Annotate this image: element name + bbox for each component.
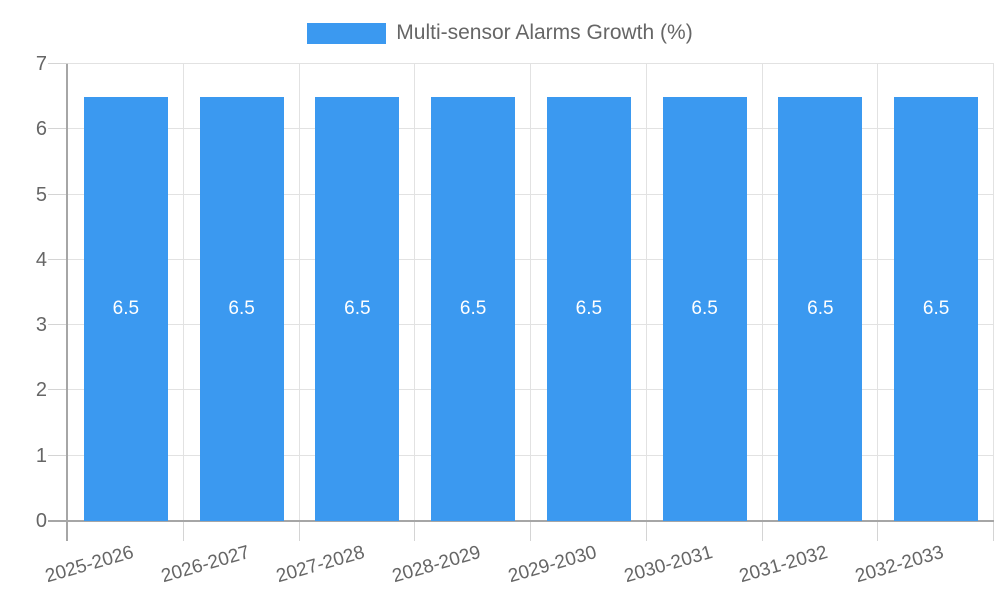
v-gridline xyxy=(877,64,878,521)
h-gridline xyxy=(68,63,994,64)
bar[interactable]: 6.5 xyxy=(83,96,168,521)
x-axis-tick xyxy=(530,521,531,541)
y-axis-tick-label: 1 xyxy=(35,445,47,467)
v-gridline xyxy=(183,64,184,521)
plot-area: 0 1 2 3 4 5 6 7 6.5 6.5 6.5 6.5 6.5 6.5 6.5 6.5 2025-202… xyxy=(35,53,994,587)
x-axis-line xyxy=(48,520,994,522)
bar-value-label: 6.5 xyxy=(228,297,255,319)
h-gridline xyxy=(68,259,994,260)
y-axis-tick xyxy=(48,63,68,64)
y-axis-tick xyxy=(48,128,68,129)
bar-value-label: 6.5 xyxy=(112,297,140,319)
y-axis-tick xyxy=(48,389,68,390)
bar-chart: Multi-sensor Alarms Growth (%) 0 1 2 3 4 5 6 7 6… xyxy=(0,20,1000,587)
y-axis-tick xyxy=(48,324,68,325)
x-axis-tick xyxy=(414,521,415,541)
x-axis-tick xyxy=(877,521,878,541)
chart-legend-item[interactable]: Multi-sensor Alarms Growth (%) xyxy=(0,20,1000,46)
y-axis-line xyxy=(66,64,68,541)
x-axis-tick xyxy=(762,521,763,541)
y-axis-tick-label: 7 xyxy=(35,53,47,75)
bar[interactable]: 6.5 xyxy=(778,96,863,521)
bar[interactable]: 6.5 xyxy=(431,96,516,521)
legend-swatch xyxy=(307,22,387,44)
v-gridline xyxy=(414,64,415,521)
x-axis-tick xyxy=(299,521,300,541)
bar[interactable]: 6.5 xyxy=(546,96,631,521)
bar[interactable]: 6.5 xyxy=(199,96,284,521)
h-gridline xyxy=(68,194,994,195)
y-axis-tick xyxy=(48,259,68,260)
bar-value-label: 6.5 xyxy=(807,297,834,319)
x-axis-tick xyxy=(993,521,994,541)
h-gridline xyxy=(68,455,994,456)
v-gridline xyxy=(530,64,531,521)
bar-value-label: 6.5 xyxy=(922,297,950,319)
y-axis-tick-label: 5 xyxy=(35,184,47,206)
bar-value-label: 6.5 xyxy=(575,297,603,319)
h-gridline xyxy=(68,389,994,390)
y-axis-tick-label: 6 xyxy=(35,118,47,140)
v-gridline xyxy=(762,64,763,521)
y-axis-tick xyxy=(48,455,68,456)
legend-label: Multi-sensor Alarms Growth (%) xyxy=(396,21,693,44)
v-gridline xyxy=(646,64,647,521)
y-axis-tick-label: 3 xyxy=(35,314,47,336)
h-gridline xyxy=(68,128,994,129)
bar[interactable]: 6.5 xyxy=(894,96,979,521)
bar-value-label: 6.5 xyxy=(691,297,718,319)
bar[interactable]: 6.5 xyxy=(315,96,400,521)
x-axis-tick xyxy=(646,521,647,541)
bar-value-label: 6.5 xyxy=(459,297,487,319)
v-gridline xyxy=(299,64,300,521)
y-axis-tick-label: 2 xyxy=(35,379,47,401)
y-axis-tick xyxy=(48,194,68,195)
y-axis-tick-label: 0 xyxy=(35,510,47,532)
bar[interactable]: 6.5 xyxy=(662,96,747,521)
bar-value-label: 6.5 xyxy=(344,297,371,319)
v-gridline xyxy=(993,64,994,521)
y-axis-tick-label: 4 xyxy=(35,249,47,271)
x-axis-tick xyxy=(183,521,184,541)
h-gridline xyxy=(68,324,994,325)
